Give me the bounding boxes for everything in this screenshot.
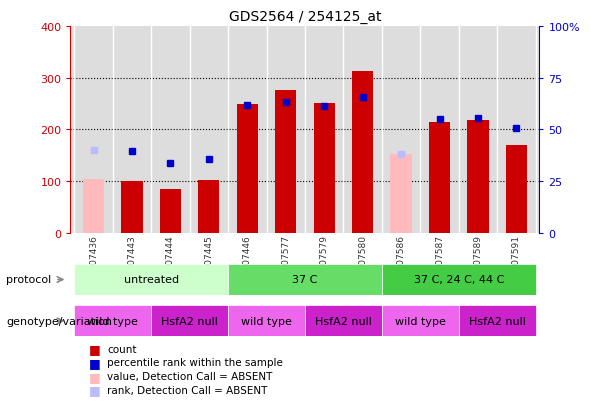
Text: 37 C, 24 C, 44 C: 37 C, 24 C, 44 C: [414, 275, 504, 285]
Text: wild type: wild type: [395, 316, 446, 326]
Text: ■: ■: [89, 342, 101, 356]
Text: 37 C: 37 C: [292, 275, 318, 285]
Bar: [198, 180, 219, 233]
Bar: [352, 72, 373, 233]
Text: ■: ■: [89, 356, 101, 369]
Text: rank, Detection Call = ABSENT: rank, Detection Call = ABSENT: [107, 385, 268, 395]
Text: ■: ■: [89, 383, 101, 396]
Text: protocol: protocol: [6, 275, 51, 285]
Bar: [429, 122, 450, 233]
Bar: [74, 306, 151, 337]
Text: untreated: untreated: [124, 275, 179, 285]
Bar: [74, 264, 228, 295]
Text: HsfA2 null: HsfA2 null: [469, 316, 525, 326]
Bar: [305, 306, 382, 337]
Bar: [459, 306, 536, 337]
Text: value, Detection Call = ABSENT: value, Detection Call = ABSENT: [107, 371, 273, 381]
Text: HsfA2 null: HsfA2 null: [315, 316, 372, 326]
Bar: [151, 306, 228, 337]
Text: count: count: [107, 344, 137, 354]
Bar: [228, 264, 382, 295]
Title: GDS2564 / 254125_at: GDS2564 / 254125_at: [229, 10, 381, 24]
Bar: [160, 190, 181, 233]
Bar: [83, 179, 104, 233]
Bar: [382, 306, 459, 337]
Bar: [506, 146, 527, 233]
Text: percentile rank within the sample: percentile rank within the sample: [107, 358, 283, 368]
Bar: [237, 104, 258, 233]
Bar: [382, 264, 536, 295]
Bar: [228, 306, 305, 337]
Text: HsfA2 null: HsfA2 null: [161, 316, 218, 326]
Bar: [275, 90, 296, 233]
Bar: [390, 155, 412, 233]
Text: wild type: wild type: [241, 316, 292, 326]
Bar: [314, 103, 335, 233]
Text: wild type: wild type: [87, 316, 138, 326]
Text: ■: ■: [89, 370, 101, 383]
Text: genotype/variation: genotype/variation: [6, 316, 112, 326]
Bar: [467, 121, 489, 233]
Bar: [121, 182, 143, 233]
